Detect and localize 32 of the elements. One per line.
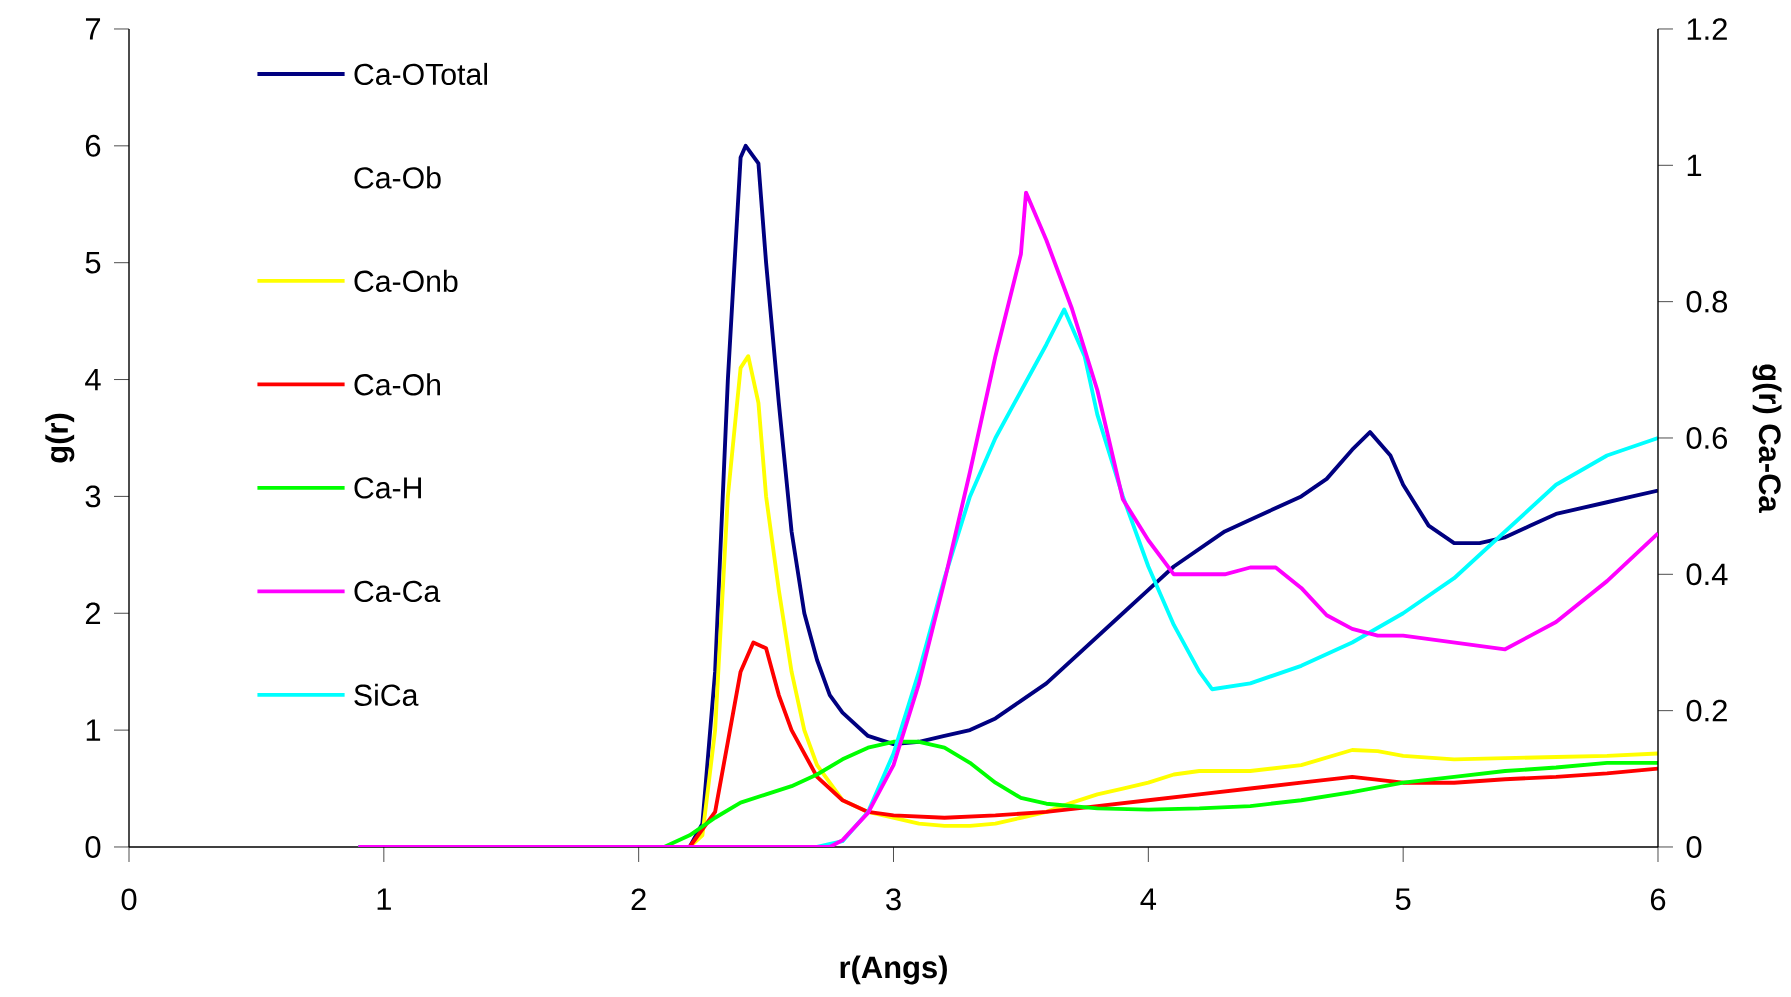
x-tick-label: 3 xyxy=(886,888,901,911)
y-tick-label: 4 xyxy=(85,368,101,391)
y-axis-title: g(r) xyxy=(45,413,75,463)
x-tick-label: 4 xyxy=(1140,888,1157,910)
x-axis-title: r(Angs) xyxy=(840,955,947,985)
x-tick-label: 2 xyxy=(631,888,646,911)
x-tick-label: 0 xyxy=(121,888,137,911)
legend-label: Ca-H xyxy=(354,477,421,499)
y2-tick-label: 1 xyxy=(1687,154,1702,176)
y-tick-label: 5 xyxy=(85,251,101,274)
y-tick-label: 2 xyxy=(85,602,101,625)
y2-axis-title: g(r) Ca-Ca xyxy=(1752,364,1782,513)
y-tick-label: 7 xyxy=(85,18,101,40)
legend-label: Ca-Onb xyxy=(354,269,458,293)
y-tick-label: 6 xyxy=(85,134,101,157)
y2-tick-label: 0.2 xyxy=(1686,699,1727,722)
y2-tick-label: 0.4 xyxy=(1686,563,1728,586)
x-tick-label: 1 xyxy=(377,888,391,910)
text: Ca-Ob xyxy=(354,166,441,189)
y2-tick-label: 0 xyxy=(1686,836,1702,858)
legend-label: Ca-Oh xyxy=(354,373,440,396)
y-tick-label: 1 xyxy=(86,719,101,741)
legend-label: SiCa xyxy=(354,683,419,706)
y2-tick-label: 1.2 xyxy=(1687,18,1727,40)
x-tick-label: 5 xyxy=(1395,888,1411,911)
y-tick-label: 3 xyxy=(85,485,101,508)
y2-tick-label: 0.6 xyxy=(1686,427,1728,449)
y-tick-label: 0 xyxy=(85,836,101,858)
x-tick-label: 6 xyxy=(1650,888,1666,911)
legend-label: Ca-OTotal xyxy=(354,62,487,86)
legend-label: Ca-Ca xyxy=(354,580,441,603)
y2-tick-label: 0.8 xyxy=(1686,290,1728,313)
